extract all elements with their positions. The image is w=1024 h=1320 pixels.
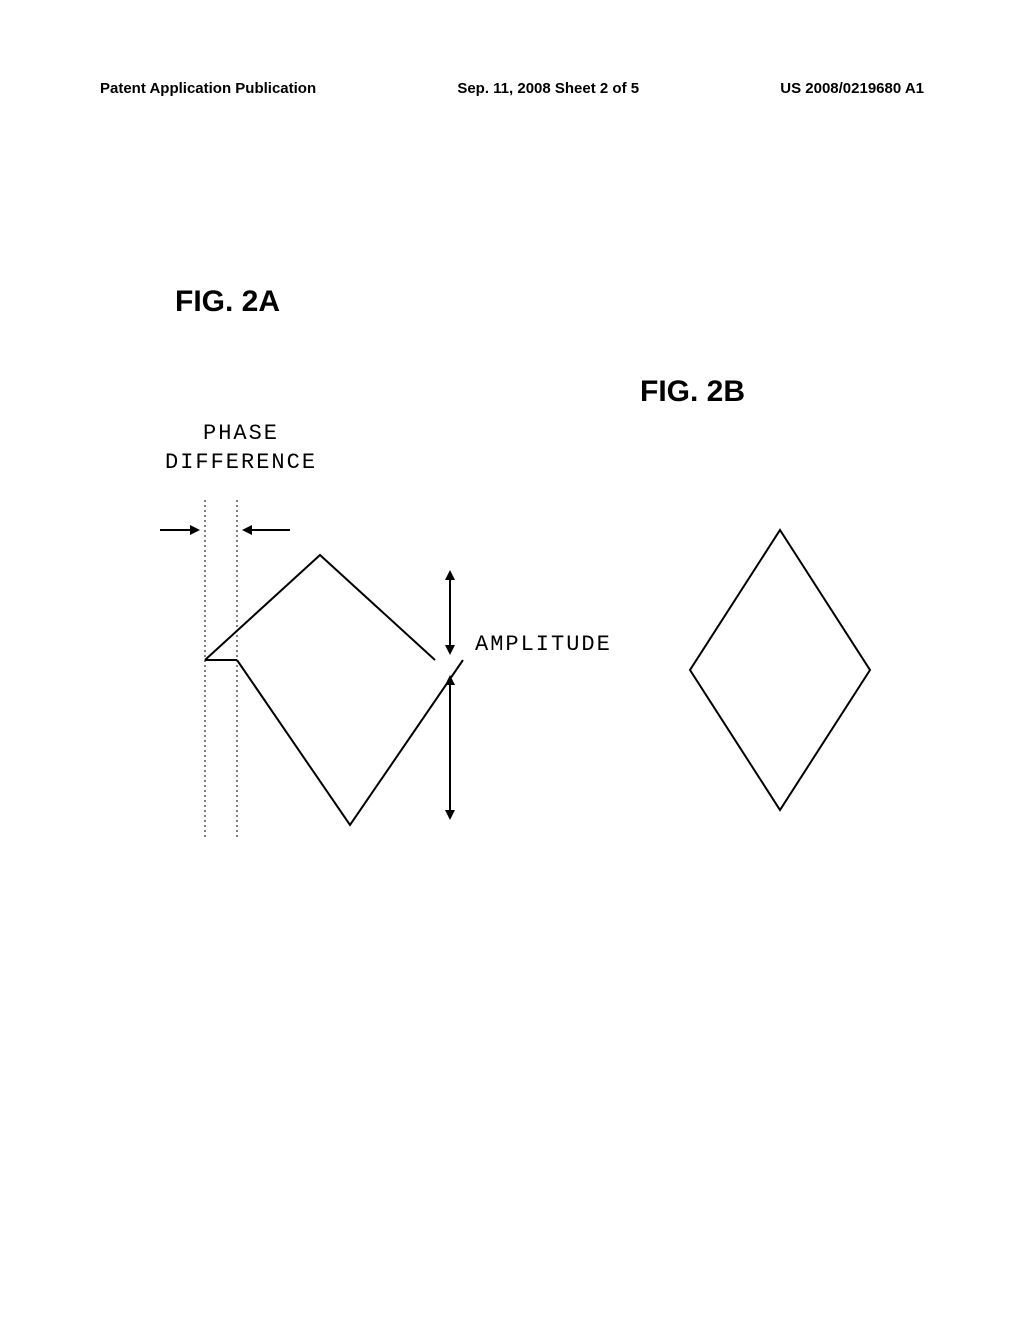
amplitude-label: AMPLITUDE: [475, 632, 612, 657]
publication-number: US 2008/0219680 A1: [780, 80, 924, 97]
diamond-shape: [690, 530, 870, 810]
phase-text-2: DIFFERENCE: [165, 450, 317, 475]
publication-type: Patent Application Publication: [100, 80, 316, 97]
page-header: Patent Application Publication Sep. 11, …: [0, 80, 1024, 97]
lower-triangle: [237, 660, 463, 825]
amp-arrow-upper-head-bottom: [445, 645, 455, 655]
upper-triangle: [205, 555, 435, 660]
figure-2b-label: FIG. 2B: [640, 375, 745, 409]
figure-2a-diagram: [150, 490, 470, 850]
amp-arrow-lower-head-top: [445, 675, 455, 685]
arrow-right-head: [242, 525, 252, 535]
figure-2b-diagram: [670, 500, 890, 840]
phase-text-1: PHASE: [203, 421, 279, 446]
figure-2a-label: FIG. 2A: [175, 285, 280, 319]
amp-arrow-lower-head-bottom: [445, 810, 455, 820]
phase-difference-label: PHASE DIFFERENCE: [165, 420, 317, 477]
arrow-left-head: [190, 525, 200, 535]
date-sheet: Sep. 11, 2008 Sheet 2 of 5: [457, 80, 639, 97]
amp-arrow-upper-head-top: [445, 570, 455, 580]
